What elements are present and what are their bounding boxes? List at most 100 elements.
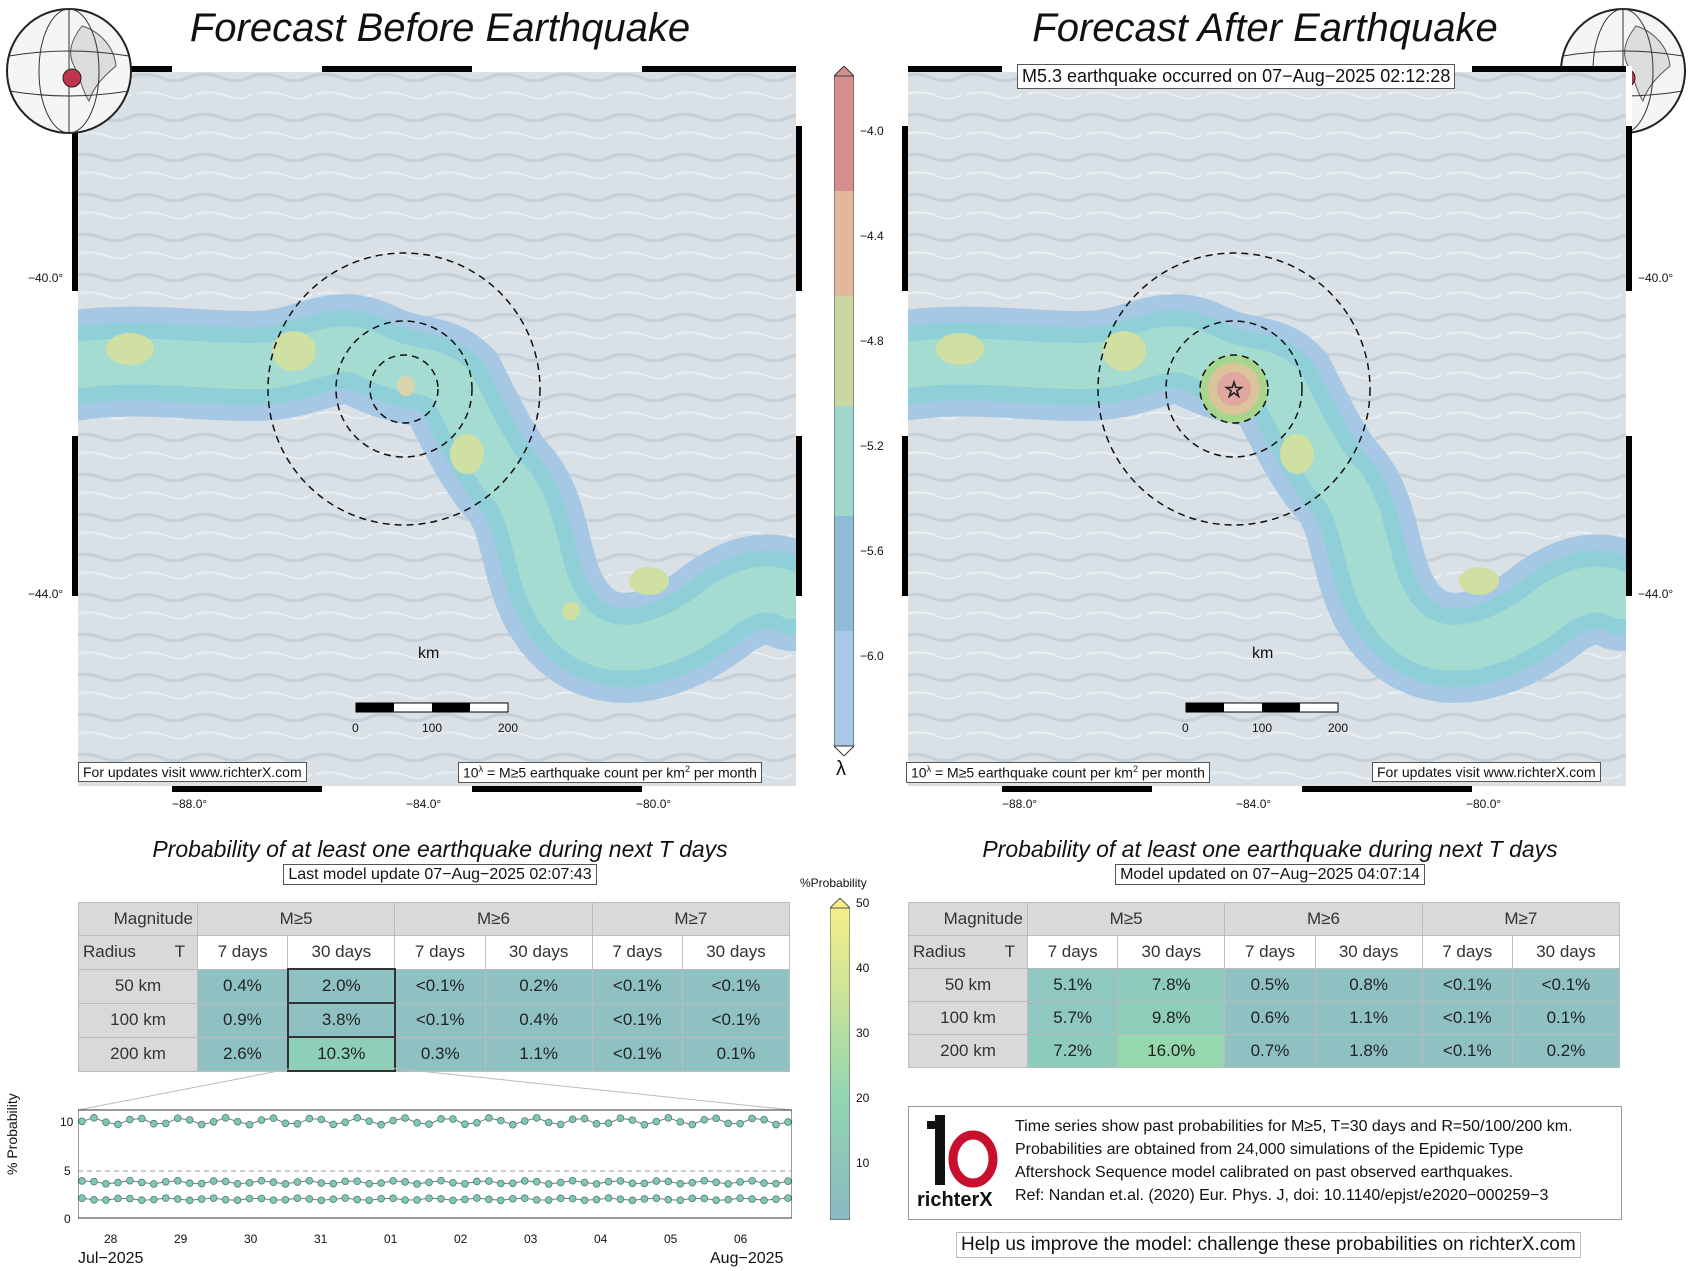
ts-point <box>329 1120 338 1129</box>
right-lon-tick-88: −88.0° <box>1002 797 1038 811</box>
ts-point <box>604 1177 613 1186</box>
right-scale-tick-100: 100 <box>1252 721 1273 735</box>
ts-point <box>664 1114 673 1122</box>
prob-cell: 16.0% <box>1117 1034 1226 1068</box>
lambda-tick-6.0: −6.0 <box>860 649 884 663</box>
ts-point <box>628 1179 637 1188</box>
ts-point <box>102 1180 110 1188</box>
ts-point <box>736 1178 744 1186</box>
ts-point <box>437 1115 445 1123</box>
left-forecast-map[interactable] <box>17 65 847 793</box>
ts-point <box>102 1118 110 1126</box>
ts-point <box>149 1119 158 1128</box>
right-forecast-map[interactable]: ☆ <box>847 65 1677 793</box>
right-scale-tick-200: 200 <box>1328 721 1349 735</box>
prob-tick-20: 20 <box>856 1091 870 1105</box>
ts-point <box>102 1196 110 1204</box>
ts-point <box>724 1119 732 1128</box>
ts-point <box>161 1119 170 1128</box>
prob-cell: 0.4% <box>196 968 289 1004</box>
left-lon-tick-88: −88.0° <box>172 797 208 811</box>
table-row: 50 km 0.4% 2.0% <0.1% 0.2% <0.1% <0.1% <box>78 968 791 1004</box>
ts-point <box>425 1178 433 1187</box>
ts-point <box>353 1114 362 1122</box>
ts-point <box>784 1194 792 1202</box>
left-scale-tick-200: 200 <box>498 721 519 735</box>
ts-point <box>138 1196 146 1205</box>
table-row: 100 km 5.7% 9.8% 0.6% 1.1% <0.1% 0.1% <box>908 1001 1621 1035</box>
prob-cell: 0.5% <box>1224 968 1316 1002</box>
ts-point <box>616 1177 625 1185</box>
ts-point <box>520 1177 529 1185</box>
left-update-link[interactable]: For updates visit www.richterX.com <box>78 762 307 782</box>
footer-challenge-link[interactable]: Help us improve the model: challenge the… <box>956 1232 1581 1258</box>
ts-point <box>784 1118 792 1126</box>
ts-point <box>233 1196 242 1204</box>
ts-point <box>700 1194 709 1203</box>
table-row: 200 km 7.2% 16.0% 0.7% 1.8% <0.1% 0.2% <box>908 1034 1621 1068</box>
ts-point <box>760 1196 768 1205</box>
ts-point <box>269 1196 278 1204</box>
prob-cell: 0.4% <box>484 1002 593 1038</box>
left-map-canvas <box>17 65 847 793</box>
mag-header: M≥7 <box>1421 902 1621 936</box>
ts-xtick: 28 <box>104 1232 118 1246</box>
prob-cell: <0.1% <box>1511 968 1621 1002</box>
ts-point <box>138 1178 146 1187</box>
ts-point <box>592 1195 601 1204</box>
ts-point <box>281 1195 290 1204</box>
richterx-logo-icon <box>923 1115 999 1194</box>
ts-point <box>760 1179 768 1187</box>
ts-point <box>161 1177 170 1186</box>
lambda-tick-5.2: −5.2 <box>860 439 884 453</box>
ts-point <box>544 1180 553 1188</box>
ts-point <box>317 1196 326 1205</box>
left-lat-tick-44: −44.0° <box>28 587 64 601</box>
right-update-link[interactable]: For updates visit www.richterX.com <box>1372 762 1601 782</box>
radius-label: 50 km <box>908 968 1028 1002</box>
ts-point <box>257 1176 266 1185</box>
prob-tick-50: 50 <box>856 896 870 910</box>
right-lat-tick-44: −44.0° <box>1638 587 1674 601</box>
ts-point <box>485 1177 493 1185</box>
table-row: 100 km 0.9% 3.8% <0.1% 0.4% <0.1% <0.1% <box>78 1002 791 1038</box>
ts-point <box>233 1179 242 1188</box>
ts-point <box>616 1195 625 1203</box>
ts-point <box>497 1196 505 1205</box>
period-header: 30 days <box>287 935 396 970</box>
ts-point <box>149 1180 158 1188</box>
prob-cell: 0.2% <box>484 968 593 1004</box>
ts-point <box>257 1194 266 1203</box>
ts-point <box>736 1194 744 1202</box>
ts-point <box>305 1195 314 1203</box>
ts-point <box>772 1195 780 1203</box>
ts-point <box>568 1115 577 1124</box>
ts-point <box>449 1115 457 1123</box>
prob-cell: 2.6% <box>196 1036 289 1072</box>
richterx-logo-text: richterX <box>917 1189 993 1211</box>
right-map-title: Forecast After Earthquake <box>1032 6 1498 50</box>
ts-ytick-0: 0 <box>64 1212 71 1226</box>
ts-point <box>245 1120 254 1129</box>
ts-month-start: Jul−2025 <box>78 1250 144 1267</box>
ts-xtick: 02 <box>454 1232 468 1246</box>
ts-point <box>760 1115 768 1124</box>
ts-point <box>269 1178 278 1186</box>
ts-point <box>341 1177 350 1186</box>
ts-point <box>604 1194 613 1202</box>
ts-point <box>508 1195 517 1203</box>
prob-tick-10: 10 <box>856 1156 870 1170</box>
info-line: Time series show past probabilities for … <box>1015 1118 1573 1135</box>
ts-point <box>772 1179 780 1188</box>
prob-cell: 5.1% <box>1026 968 1119 1002</box>
ts-point <box>114 1194 122 1203</box>
ts-xtick: 29 <box>174 1232 188 1246</box>
left-table-subtitle: Last model update 07−Aug−2025 02:07:43 <box>283 864 597 885</box>
ts-point <box>221 1114 230 1122</box>
left-km-label: km <box>418 645 440 662</box>
right-scale-tick-0: 0 <box>1182 721 1189 735</box>
prob-cell: <0.1% <box>1421 1034 1513 1068</box>
ts-point <box>532 1114 541 1122</box>
ts-point <box>652 1117 661 1126</box>
left-probability-table: Magnitude M≥5 M≥6 M≥7 Radius T 7 days 30 … <box>78 902 791 1072</box>
